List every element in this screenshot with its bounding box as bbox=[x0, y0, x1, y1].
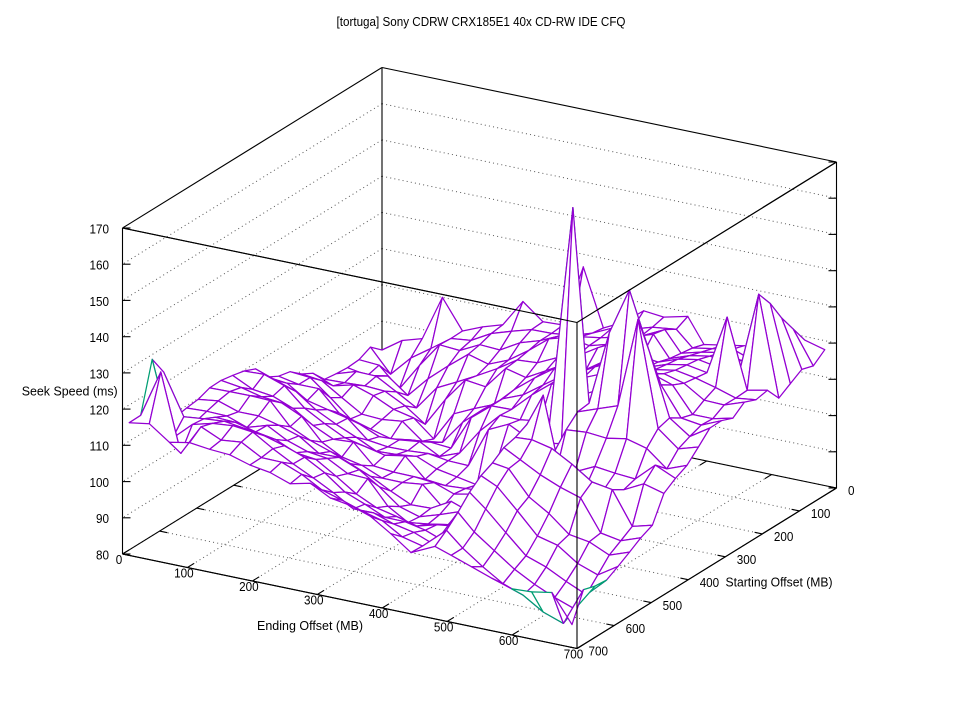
svg-text:400: 400 bbox=[700, 575, 720, 590]
svg-text:[tortuga] Sony CDRW CRX185E1 4: [tortuga] Sony CDRW CRX185E1 40x CD-RW I… bbox=[337, 14, 626, 29]
svg-text:700: 700 bbox=[589, 644, 609, 659]
svg-text:600: 600 bbox=[499, 633, 519, 648]
svg-text:160: 160 bbox=[90, 258, 110, 273]
svg-text:170: 170 bbox=[90, 221, 110, 236]
svg-text:200: 200 bbox=[774, 529, 794, 544]
svg-text:120: 120 bbox=[90, 403, 110, 418]
svg-text:600: 600 bbox=[626, 621, 646, 636]
svg-text:500: 500 bbox=[434, 620, 454, 635]
svg-text:100: 100 bbox=[174, 566, 194, 581]
svg-text:Ending Offset (MB): Ending Offset (MB) bbox=[257, 618, 363, 633]
svg-text:0: 0 bbox=[116, 552, 123, 567]
svg-text:150: 150 bbox=[90, 294, 110, 309]
svg-text:0: 0 bbox=[848, 483, 855, 498]
svg-text:110: 110 bbox=[90, 439, 110, 454]
svg-text:Seek Speed (ms): Seek Speed (ms) bbox=[22, 383, 118, 398]
svg-text:300: 300 bbox=[737, 552, 757, 567]
svg-text:Starting Offset (MB): Starting Offset (MB) bbox=[726, 574, 833, 589]
svg-text:700: 700 bbox=[564, 647, 584, 662]
svg-text:100: 100 bbox=[90, 475, 110, 490]
svg-text:90: 90 bbox=[96, 511, 109, 526]
svg-text:400: 400 bbox=[369, 606, 389, 621]
svg-text:200: 200 bbox=[239, 579, 259, 594]
svg-text:130: 130 bbox=[90, 366, 110, 381]
svg-text:140: 140 bbox=[90, 330, 110, 345]
svg-text:100: 100 bbox=[811, 506, 831, 521]
svg-text:500: 500 bbox=[663, 598, 683, 613]
svg-text:80: 80 bbox=[96, 547, 109, 562]
svg-text:300: 300 bbox=[304, 593, 324, 608]
